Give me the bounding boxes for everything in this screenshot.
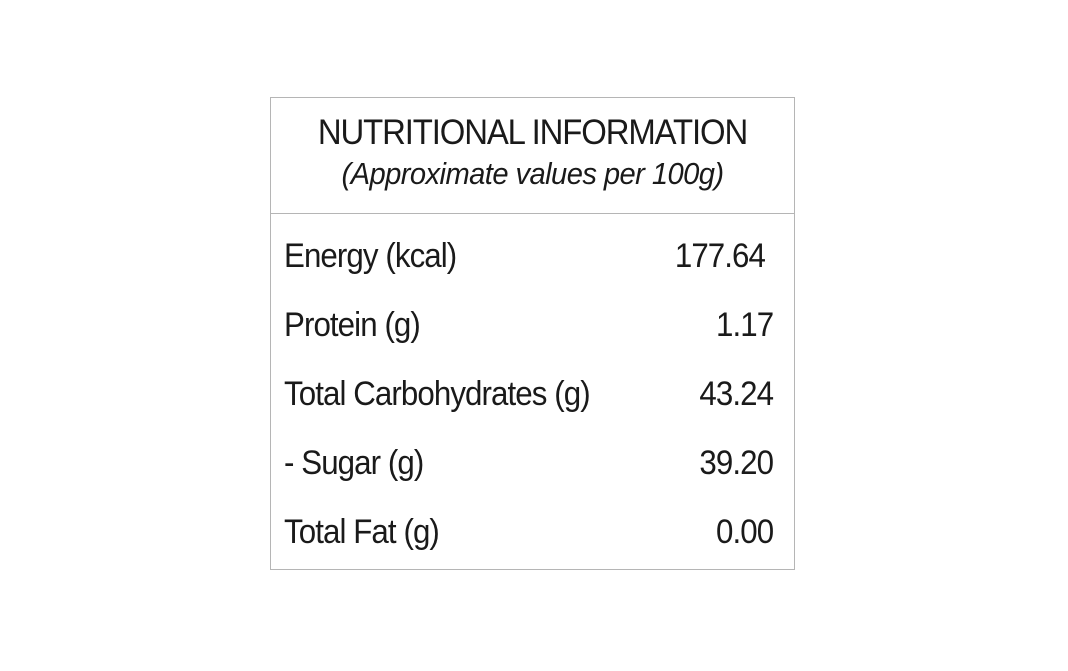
panel-title: NUTRITIONAL INFORMATION [317, 113, 748, 152]
nutrient-row-protein: Protein (g) 1.17 [271, 300, 794, 369]
nutrient-value: 43.24 [699, 375, 774, 413]
nutrient-row-carbohydrates: Total Carbohydrates (g) 43.24 [271, 369, 794, 438]
nutrient-label: Protein (g) [284, 306, 421, 344]
nutrient-value: 1.17 [715, 306, 774, 344]
nutrient-row-energy: Energy (kcal) 177.64 [271, 231, 794, 300]
panel-subtitle: (Approximate values per 100g) [341, 156, 724, 191]
panel-header: NUTRITIONAL INFORMATION (Approximate val… [271, 98, 794, 214]
nutrient-label: Total Carbohydrates (g) [284, 375, 591, 413]
nutrient-label: - Sugar (g) [284, 444, 424, 482]
nutrient-row-fat: Total Fat (g) 0.00 [271, 507, 794, 576]
nutrient-label: Total Fat (g) [284, 513, 440, 551]
nutrient-label: Energy (kcal) [284, 237, 457, 275]
nutrient-list: Energy (kcal) 177.64 Protein (g) 1.17 To… [271, 214, 794, 576]
nutrient-value: 177.64 [674, 237, 766, 275]
nutrient-value: 0.00 [715, 513, 774, 551]
nutrition-panel: NUTRITIONAL INFORMATION (Approximate val… [270, 97, 795, 570]
nutrient-value: 39.20 [699, 444, 774, 482]
nutrient-row-sugar: - Sugar (g) 39.20 [271, 438, 794, 507]
